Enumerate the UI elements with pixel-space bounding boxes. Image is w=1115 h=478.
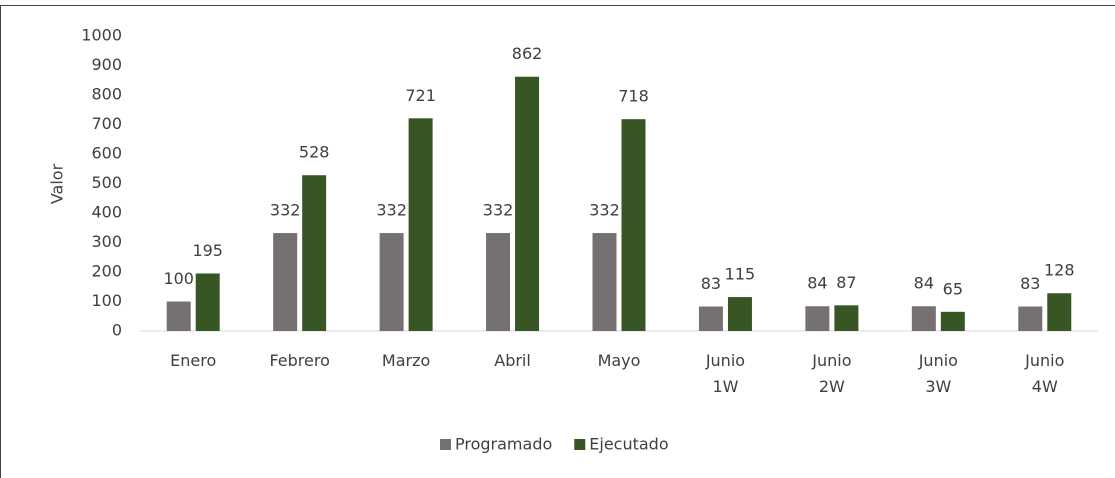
x-tick-label: Marzo bbox=[381, 351, 431, 370]
data-label: 721 bbox=[405, 86, 436, 105]
y-tick-label: 400 bbox=[91, 203, 122, 222]
data-label: 862 bbox=[512, 44, 543, 63]
x-tick-label: Mayo bbox=[597, 351, 641, 370]
bar bbox=[621, 119, 646, 331]
bar bbox=[273, 233, 298, 331]
x-tick-label: Junio 2W bbox=[812, 351, 852, 396]
bar bbox=[486, 233, 511, 331]
bar bbox=[698, 306, 723, 331]
data-label: 84 bbox=[914, 274, 934, 293]
bar bbox=[834, 305, 859, 331]
bar bbox=[408, 118, 433, 332]
bar bbox=[940, 311, 965, 331]
y-tick-label: 900 bbox=[91, 55, 122, 74]
data-label: 718 bbox=[618, 87, 649, 106]
bar bbox=[166, 301, 191, 331]
data-label: 83 bbox=[1020, 274, 1040, 293]
bar bbox=[911, 306, 936, 331]
y-tick-label: 200 bbox=[91, 262, 122, 281]
bar bbox=[727, 297, 752, 331]
frame-border bbox=[0, 5, 1115, 478]
bar bbox=[1018, 306, 1043, 331]
y-tick-label: 500 bbox=[91, 173, 122, 192]
y-axis-label: Valor bbox=[48, 163, 67, 204]
y-tick-label: 1000 bbox=[81, 26, 122, 45]
y-tick-label: 100 bbox=[91, 291, 122, 310]
y-tick-label: 700 bbox=[91, 114, 122, 133]
y-tick-label: 300 bbox=[91, 232, 122, 251]
y-tick-label: 800 bbox=[91, 85, 122, 104]
x-tick-label: Junio 4W bbox=[1025, 351, 1065, 396]
bar bbox=[515, 76, 540, 332]
legend-swatch bbox=[574, 439, 586, 450]
x-tick-label: Junio 3W bbox=[918, 351, 958, 396]
data-label: 100 bbox=[163, 269, 194, 288]
data-label: 332 bbox=[270, 201, 301, 220]
bar bbox=[195, 273, 220, 331]
data-label: 83 bbox=[701, 274, 721, 293]
data-label: 195 bbox=[192, 241, 223, 260]
data-label: 332 bbox=[589, 201, 620, 220]
x-tick-label: Abril bbox=[494, 351, 531, 370]
x-tick-label: Febrero bbox=[269, 351, 330, 370]
data-label: 332 bbox=[483, 201, 514, 220]
x-tick-label: Enero bbox=[170, 351, 217, 370]
legend-label: Ejecutado bbox=[589, 435, 668, 454]
data-label: 528 bbox=[299, 143, 330, 162]
bar bbox=[1047, 293, 1072, 331]
legend-label: Programado bbox=[455, 435, 552, 454]
bar bbox=[805, 306, 830, 331]
y-tick-label: 0 bbox=[112, 321, 122, 340]
data-label: 84 bbox=[807, 274, 827, 293]
data-label: 65 bbox=[943, 279, 963, 298]
bar bbox=[379, 233, 404, 331]
x-tick-label: Junio 1W bbox=[705, 351, 746, 396]
bar bbox=[302, 175, 327, 331]
legend-swatch bbox=[440, 439, 451, 450]
data-label: 87 bbox=[836, 273, 856, 292]
data-label: 115 bbox=[725, 265, 756, 284]
data-label: 332 bbox=[376, 201, 407, 220]
bar bbox=[592, 233, 617, 331]
y-tick-label: 600 bbox=[91, 144, 122, 163]
data-label: 128 bbox=[1044, 261, 1075, 280]
